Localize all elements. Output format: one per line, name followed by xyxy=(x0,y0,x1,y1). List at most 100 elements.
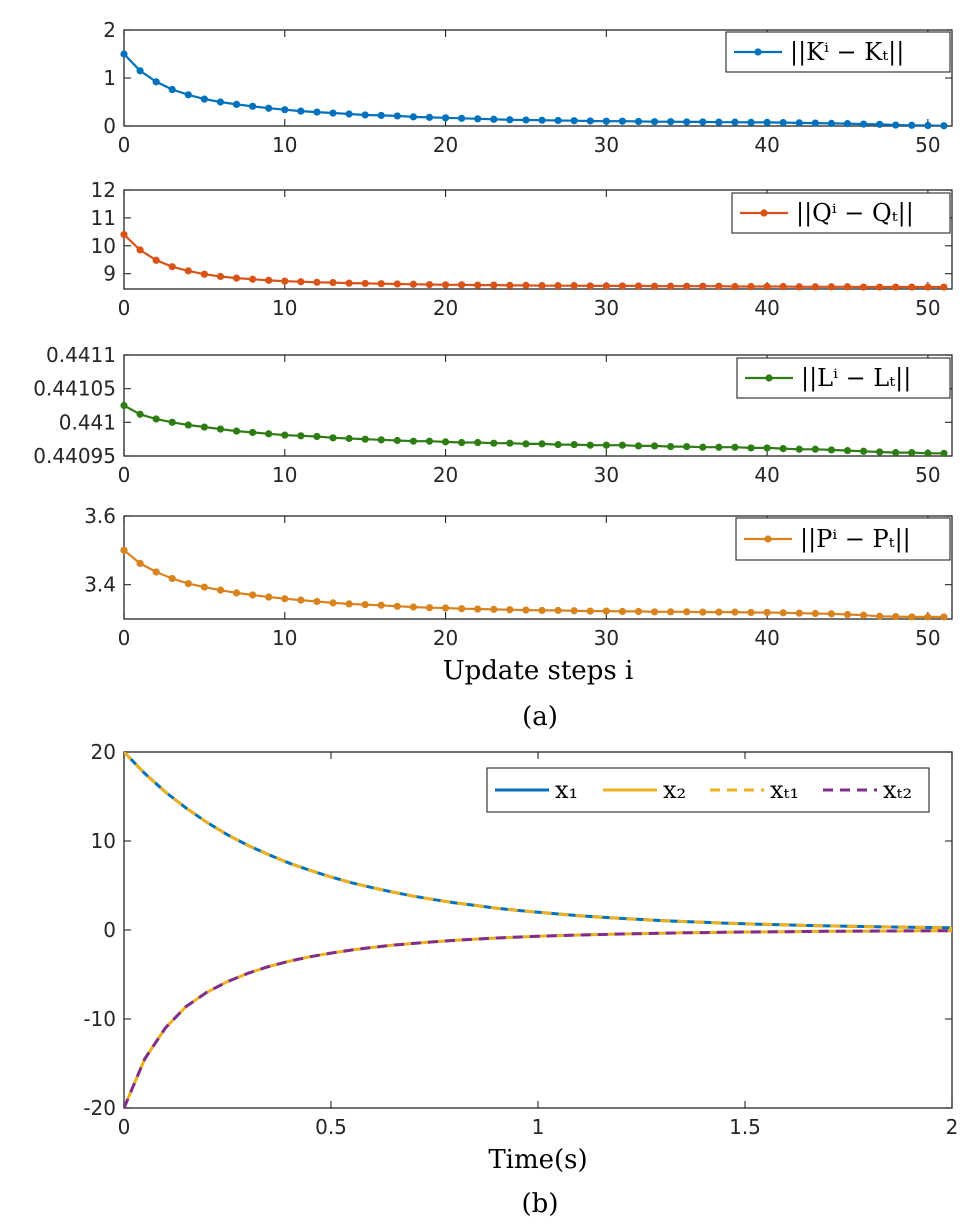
data-point xyxy=(200,95,208,103)
data-point xyxy=(425,113,434,121)
data-point xyxy=(297,107,305,115)
x-tick-label: 50 xyxy=(915,626,940,650)
data-point xyxy=(458,605,466,613)
data-point xyxy=(634,117,643,126)
data-point xyxy=(297,596,305,604)
data-point xyxy=(506,116,514,124)
data-point xyxy=(377,111,385,120)
data-point xyxy=(827,446,836,454)
data-point xyxy=(586,607,594,615)
x-tick-label: 0 xyxy=(118,1115,131,1139)
data-point xyxy=(120,546,128,554)
data-point xyxy=(345,600,353,608)
data-point xyxy=(377,601,385,609)
data-point xyxy=(474,438,482,447)
data-point xyxy=(265,593,273,601)
data-point xyxy=(232,100,241,108)
data-point xyxy=(715,118,723,126)
data-point xyxy=(522,116,530,124)
legend-label: xₜ₂ xyxy=(883,776,912,804)
data-point xyxy=(425,604,434,612)
data-point xyxy=(827,119,836,127)
y-tick-label: 0.4411 xyxy=(46,343,116,367)
series-line-0 xyxy=(124,404,944,455)
data-point xyxy=(779,444,787,453)
data-point xyxy=(490,439,498,447)
x-tick-label: 50 xyxy=(915,463,940,487)
y-tick-label: 0.44095 xyxy=(33,444,116,468)
data-point xyxy=(699,118,707,126)
data-point xyxy=(811,283,819,291)
x-axis-label: Update steps i xyxy=(443,656,634,686)
data-point xyxy=(924,449,932,457)
series-line-0 xyxy=(124,233,944,289)
x-tick-label: 20 xyxy=(433,626,458,650)
data-point xyxy=(265,276,273,284)
data-point xyxy=(506,281,514,289)
x-tick-label: 50 xyxy=(915,133,940,157)
data-point xyxy=(924,121,932,130)
x-tick-label: 1.5 xyxy=(729,1115,761,1139)
legend-marker xyxy=(764,535,772,543)
data-point xyxy=(265,430,273,438)
data-point xyxy=(763,444,771,452)
data-point xyxy=(811,445,819,453)
data-point xyxy=(667,608,675,616)
data-point xyxy=(795,609,803,617)
data-point xyxy=(249,102,257,110)
data-point xyxy=(538,282,546,290)
data-point xyxy=(329,109,337,117)
data-point xyxy=(200,270,208,278)
data-point xyxy=(940,449,948,457)
data-point xyxy=(409,280,417,288)
data-point xyxy=(184,580,192,588)
x-tick-label: 0 xyxy=(118,626,131,650)
x-tick-label: 10 xyxy=(272,463,297,487)
data-point xyxy=(892,612,900,621)
x-tick-label: 40 xyxy=(754,296,779,320)
data-point xyxy=(474,115,482,123)
x-tick-label: 2 xyxy=(946,1115,959,1139)
data-point xyxy=(441,604,450,612)
series-line-1 xyxy=(124,929,952,1108)
data-point xyxy=(634,607,643,616)
data-point xyxy=(136,246,144,254)
y-tick-label: 2 xyxy=(103,18,116,42)
data-point xyxy=(811,119,819,127)
data-point xyxy=(602,607,610,615)
data-point xyxy=(458,114,466,122)
x-tick-label: 40 xyxy=(754,133,779,157)
data-point xyxy=(152,78,160,86)
data-point xyxy=(859,447,868,455)
x-tick-label: 40 xyxy=(754,463,779,487)
data-point xyxy=(554,606,562,615)
data-point xyxy=(313,108,321,116)
data-point xyxy=(458,438,466,447)
data-point xyxy=(554,282,562,290)
data-point xyxy=(425,280,434,289)
data-point xyxy=(329,278,337,287)
series-line-0 xyxy=(124,549,944,619)
legend: ||Pⁱ − Pₜ|| xyxy=(735,517,951,561)
data-point xyxy=(570,282,578,290)
data-point xyxy=(297,278,305,286)
x-tick-label: 30 xyxy=(594,133,619,157)
data-point xyxy=(618,117,627,125)
data-point xyxy=(216,586,225,594)
data-point xyxy=(313,597,321,606)
x-tick-label: 0.5 xyxy=(315,1115,347,1139)
data-point xyxy=(618,607,627,616)
data-point xyxy=(200,583,208,591)
data-point xyxy=(232,589,241,597)
legend-marker xyxy=(754,48,762,56)
y-tick-label: 0.44105 xyxy=(33,377,116,401)
data-point xyxy=(184,91,192,99)
data-point xyxy=(281,106,289,114)
data-point xyxy=(876,120,884,128)
data-point xyxy=(827,610,836,618)
data-point xyxy=(586,282,594,290)
data-point xyxy=(232,274,241,282)
data-point xyxy=(795,119,803,127)
data-point xyxy=(345,110,353,118)
data-point xyxy=(249,591,257,599)
